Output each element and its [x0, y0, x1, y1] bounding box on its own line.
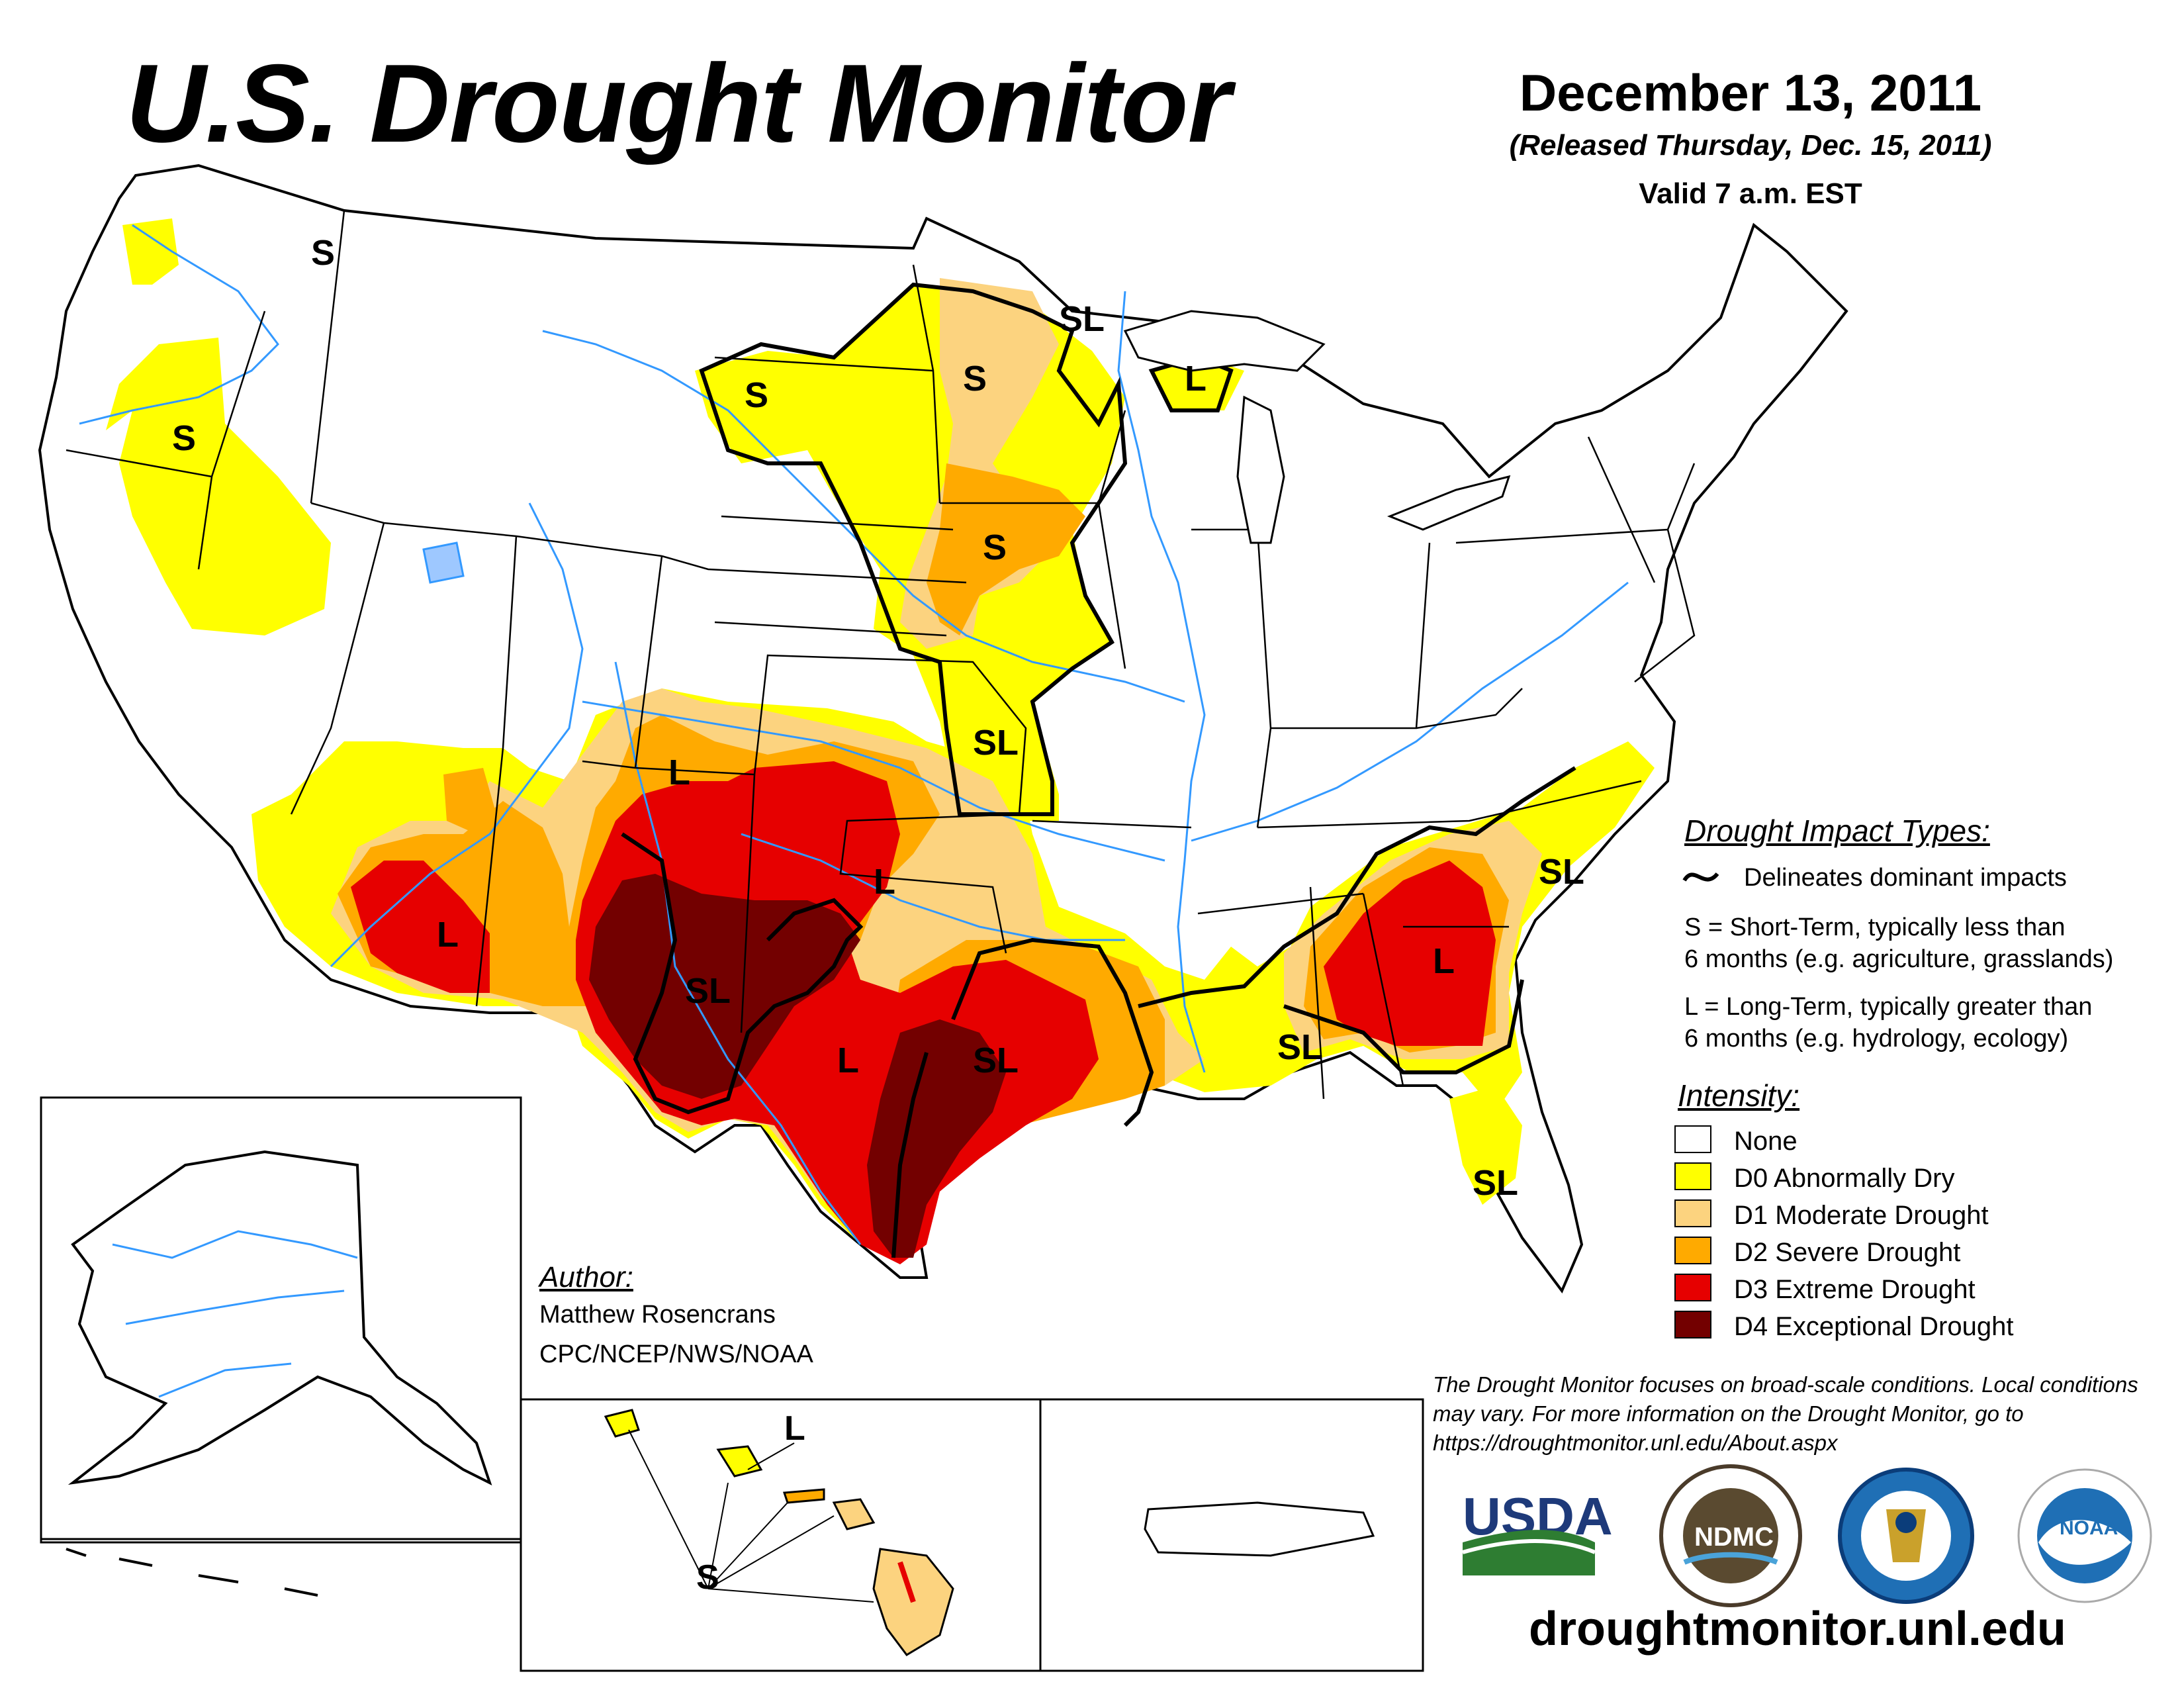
swatch-d0	[1674, 1162, 1711, 1190]
puerto-rico-map	[1144, 1501, 1375, 1557]
lake-superior	[1123, 310, 1326, 372]
impact-line-texas-east	[891, 937, 1154, 1258]
map-label-s: S	[172, 418, 196, 458]
intensity-label: D0 Abnormally Dry	[1734, 1164, 1955, 1193]
map-label-s: S	[745, 375, 768, 415]
noaa-logo: NOAA	[2017, 1468, 2152, 1603]
map-title: U.S. Drought Monitor	[126, 41, 1231, 165]
intensity-label: D3 Extreme Drought	[1734, 1275, 1976, 1304]
map-label-s: S	[311, 233, 335, 273]
impact-boundaries	[621, 282, 1576, 1258]
river-colorado	[330, 502, 584, 968]
commerce-logo	[1838, 1468, 1974, 1604]
impact-labels: S S S S S SL L SL L L L SL L SL SL L SL …	[172, 233, 1584, 1203]
d4-area-texas-east	[867, 1019, 1006, 1258]
river-mississippi	[1117, 291, 1206, 1073]
map-label-sl: SL	[685, 971, 731, 1011]
swatch-none	[1674, 1125, 1711, 1153]
map-label-l: L	[837, 1041, 859, 1080]
map-label-l: L	[874, 862, 895, 902]
d0-area-florida	[1449, 1086, 1522, 1205]
author-name: Matthew Rosencrans	[539, 1301, 776, 1329]
map-date: December 13, 2011	[1519, 64, 1982, 122]
lake-michigan	[1236, 395, 1285, 544]
alaska-map	[66, 1150, 492, 1597]
hawaii-label-s: S	[696, 1558, 719, 1597]
impact-types-heading: Drought Impact Types:	[1684, 814, 1990, 848]
molokai	[782, 1488, 825, 1504]
ndmc-logo: NDMC	[1659, 1464, 1802, 1607]
svg-text:NDMC: NDMC	[1694, 1523, 1774, 1552]
kauai	[604, 1409, 640, 1438]
d2-area-colorado-blob	[443, 768, 496, 834]
map-label-sl: SL	[1059, 299, 1105, 339]
intensity-label: D4 Exceptional Drought	[1734, 1312, 2014, 1341]
hawaii-map: L S	[604, 1409, 954, 1656]
river-rio-grande	[614, 661, 862, 1245]
author-heading: Author:	[539, 1261, 633, 1293]
short-term-line1: S = Short-Term, typically less than	[1684, 914, 2066, 941]
usda-logo: USDA	[1462, 1487, 1613, 1575]
hawaii-inset-frame	[520, 1398, 1042, 1672]
river-columbia	[79, 224, 279, 425]
swatch-d2	[1674, 1237, 1711, 1264]
d0-area-oregon	[106, 338, 331, 635]
swatch-d3	[1674, 1274, 1711, 1301]
map-label-sl: SL	[1473, 1163, 1518, 1203]
intensity-heading: Intensity:	[1678, 1078, 1800, 1113]
intensity-label: D2 Severe Drought	[1734, 1238, 1961, 1267]
swatch-d1	[1674, 1199, 1711, 1227]
delineates-text: Delineates dominant impacts	[1744, 864, 2067, 892]
great-salt-lake	[422, 541, 465, 584]
map-label-s: S	[983, 528, 1007, 567]
d2-area-iowa	[927, 463, 1085, 635]
impact-line-southeast	[1138, 766, 1576, 1074]
short-term-line2: 6 months (e.g. agriculture, grasslands)	[1684, 945, 2114, 973]
map-label-l: L	[1185, 359, 1206, 399]
map-label-sl: SL	[973, 1041, 1019, 1080]
intensity-label: D1 Moderate Drought	[1734, 1201, 1989, 1230]
d3-area-georgia-carolina	[1324, 861, 1496, 1046]
d3-area-arizona	[351, 861, 490, 993]
map-label-sl: SL	[973, 723, 1019, 763]
intensity-label: None	[1734, 1127, 1797, 1156]
river-ohio	[1191, 581, 1629, 842]
maui	[832, 1498, 876, 1530]
long-term-line2: 6 months (e.g. hydrology, ecology)	[1684, 1025, 2069, 1053]
lake-erie	[1387, 475, 1511, 531]
valid-time: Valid 7 a.m. EST	[1639, 177, 1862, 210]
impact-line-texas	[621, 832, 864, 1115]
map-label-l: L	[668, 753, 690, 792]
river-arkansas	[582, 700, 1165, 862]
map-label-l: L	[1433, 941, 1455, 981]
map-label-sl: SL	[1539, 852, 1584, 892]
release-date: (Released Thursday, Dec. 15, 2011)	[1509, 129, 1992, 162]
svg-text:NOAA: NOAA	[2060, 1517, 2118, 1539]
lakes-layer	[422, 310, 1511, 584]
disclaimer-text: The Drought Monitor focuses on broad-sca…	[1433, 1372, 2138, 1455]
river-red	[741, 833, 1125, 941]
delineation-sample-icon	[1682, 872, 1719, 882]
d4-area-texas-west	[589, 874, 860, 1099]
impact-line-north	[699, 282, 1128, 816]
state-boundaries	[66, 210, 1696, 1100]
hawaii-label-l: L	[784, 1409, 805, 1448]
long-term-line1: L = Long-Term, typically greater than	[1684, 993, 2093, 1021]
website-url[interactable]: droughtmonitor.unl.edu	[1529, 1603, 2066, 1656]
map-label-sl: SL	[1277, 1027, 1323, 1067]
swatch-d4	[1674, 1311, 1711, 1338]
author-org: CPC/NCEP/NWS/NOAA	[539, 1340, 813, 1368]
drought-intensity-layer	[106, 218, 1655, 1264]
map-label-l: L	[437, 915, 459, 955]
d0-area-pacific-nw	[122, 218, 179, 285]
map-label-s: S	[963, 359, 987, 399]
